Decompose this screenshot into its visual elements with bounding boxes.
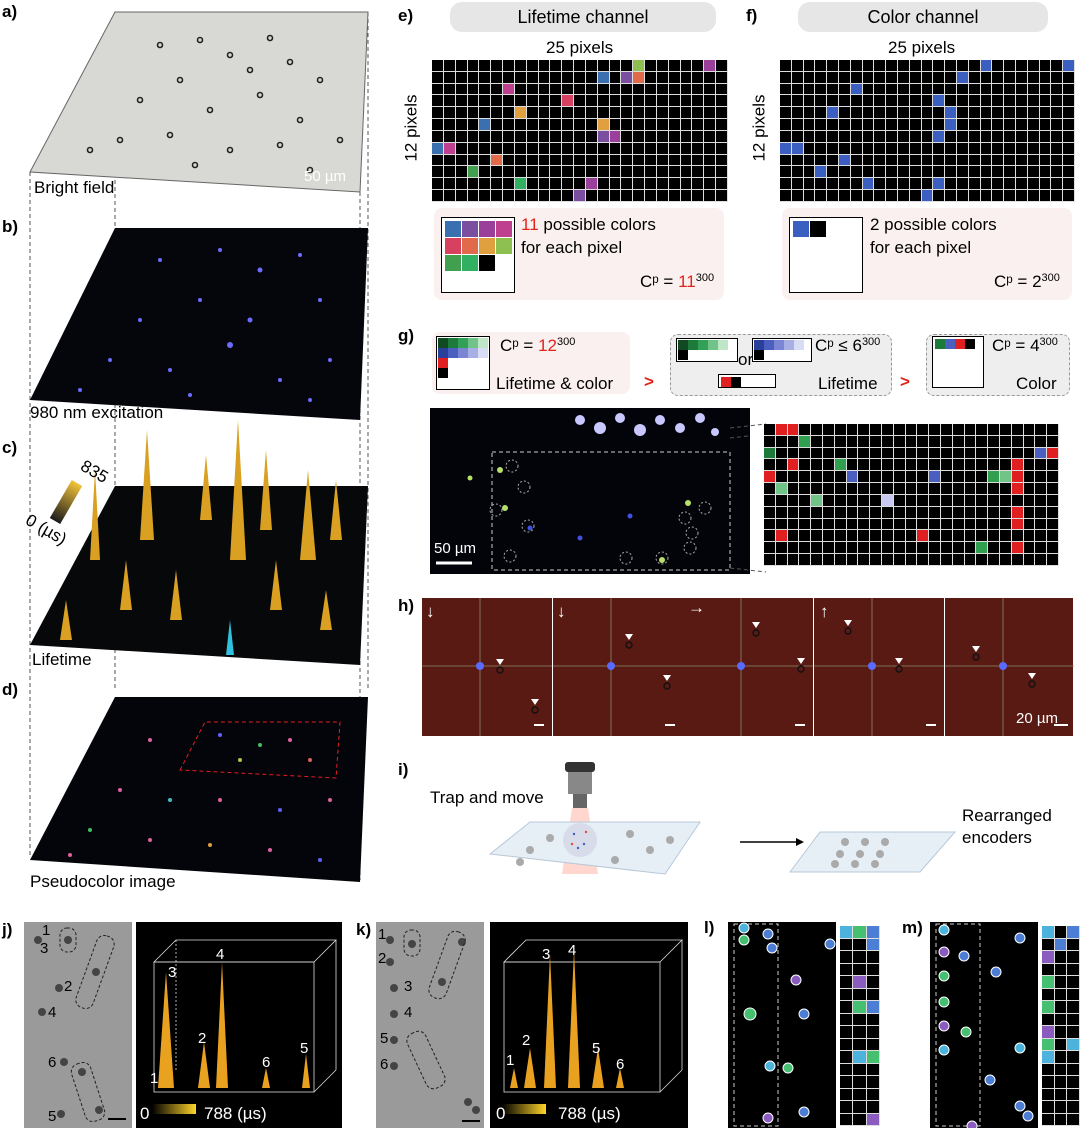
f-side-label: 12 pixels	[749, 94, 769, 162]
lifetime-channel-header: Lifetime channel	[450, 2, 716, 32]
panel-label-h: h)	[398, 596, 415, 615]
e-cp-formula: Cᵖ = 11300	[640, 272, 715, 291]
panel-label-c: c)	[2, 438, 18, 457]
panel-label-a: a)	[2, 2, 18, 21]
h-frame-1	[422, 598, 552, 736]
g-micrograph	[430, 408, 750, 574]
g-combined-palette	[436, 336, 490, 390]
i-result-line1: Rearranged	[962, 806, 1052, 825]
panel-label-i: i)	[398, 760, 409, 779]
g-gt2: >	[900, 372, 910, 391]
g-or: or	[738, 350, 754, 369]
e-side-label: 12 pixels	[401, 94, 421, 162]
h-arrow-3: →	[688, 598, 705, 617]
caption-980nm: 980 nm excitation	[30, 403, 164, 422]
i-trap-illustration	[488, 762, 957, 875]
e-possible-colors: 11 possible colors	[521, 215, 656, 234]
stacked-planes-figure	[29, 11, 369, 882]
h-overlays	[422, 598, 1074, 736]
m-micrograph-overlay	[935, 923, 1034, 1128]
lifetime-pixel-grid	[432, 60, 728, 202]
g-cp2: Cᵖ ≤ 6300	[815, 336, 881, 355]
k-num-labels: 1 2 3 4 5 6	[378, 926, 413, 1073]
g-label-color: Color	[1016, 374, 1057, 393]
g-scale-label: 50 µm	[434, 540, 476, 557]
f-for-each-pixel: for each pixel	[870, 238, 972, 257]
g-lifetime-blue-palette	[752, 338, 812, 362]
j-cbar-min: 0	[140, 1104, 150, 1123]
panel-label-l: l)	[704, 918, 715, 937]
h-arrow-4: ↑	[820, 602, 829, 621]
f-cp-formula: Cᵖ = 2300	[994, 272, 1060, 291]
j-num-labels: 1 3 2 4 6 5	[40, 922, 73, 1125]
caption-lifetime: Lifetime	[32, 650, 92, 669]
panel-label-e: e)	[398, 6, 414, 25]
g-lifetime-green-palette	[676, 338, 738, 362]
h-frame-3	[683, 598, 813, 736]
k-peak-labels: 1 2 3 4 5 6	[506, 942, 625, 1073]
color-channel-header: Color channel	[798, 2, 1048, 32]
k-cbar-max: 788 (µs)	[558, 1104, 621, 1123]
h-scale-label: 20 µm	[1016, 710, 1058, 727]
e-top-label: 25 pixels	[546, 38, 614, 57]
j-3d-overlay	[152, 939, 337, 1114]
g-color-palette	[932, 336, 984, 388]
panel-label-b: b)	[2, 217, 19, 236]
h-frame-2	[553, 598, 683, 736]
caption-pseudocolor: Pseudocolor image	[30, 872, 176, 891]
panel-label-k: k)	[356, 920, 372, 939]
k-bright-field	[376, 922, 484, 1128]
h-arrow-1: ↓	[426, 602, 435, 621]
caption-bright-field: Bright field	[34, 178, 115, 197]
panel-label-g: g)	[398, 326, 415, 345]
color-pixel-grid	[780, 60, 1075, 202]
h-frame-4	[814, 598, 944, 736]
l-micrograph	[728, 922, 836, 1128]
g-label-lifetime: Lifetime	[818, 374, 878, 393]
f-top-label: 25 pixels	[888, 38, 956, 57]
k-3d-lifetime	[490, 922, 688, 1128]
panel-label-f: f)	[746, 6, 758, 25]
l-micrograph-overlay	[733, 922, 836, 1127]
lifetime-palette	[441, 217, 515, 293]
k-cbar-min: 0	[496, 1104, 506, 1123]
j-bright-field-overlay	[34, 927, 126, 1123]
g-zoom-connector	[730, 423, 767, 573]
color-palette	[789, 217, 863, 293]
h-frame-5	[945, 598, 1073, 736]
i-result-line2: encoders	[962, 828, 1032, 847]
g-gt1: >	[644, 372, 654, 391]
g-label-lifetime-color: Lifetime & color	[496, 374, 614, 393]
g-lifetime-red-palette	[718, 374, 776, 388]
j-3d-lifetime	[136, 922, 342, 1128]
f-possible-colors: 2 possible colors	[870, 215, 997, 234]
g-cp1: Cᵖ = 12300	[500, 336, 576, 355]
panel-label-m: m)	[902, 918, 923, 937]
panel-label-d: d)	[2, 680, 19, 699]
j-peak-labels: 1 3 2 4 6 5	[150, 946, 309, 1087]
panel-label-j: j)	[2, 920, 13, 939]
e-for-each-pixel: for each pixel	[521, 238, 623, 257]
g-zoomed-pixel-grid	[764, 424, 1059, 566]
i-trap-label: Trap and move	[430, 788, 544, 807]
m-pixel-grid	[1042, 926, 1080, 1126]
j-cbar-max: 788 (µs)	[204, 1104, 267, 1123]
k-bright-field-overlay	[386, 929, 480, 1122]
g-cp3: Cᵖ = 4300	[992, 336, 1058, 355]
h-arrow-2: ↓	[557, 602, 566, 621]
scale-label-a: 50 µm	[304, 168, 346, 185]
l-pixel-grid	[840, 926, 880, 1126]
k-3d-overlay	[502, 939, 683, 1114]
